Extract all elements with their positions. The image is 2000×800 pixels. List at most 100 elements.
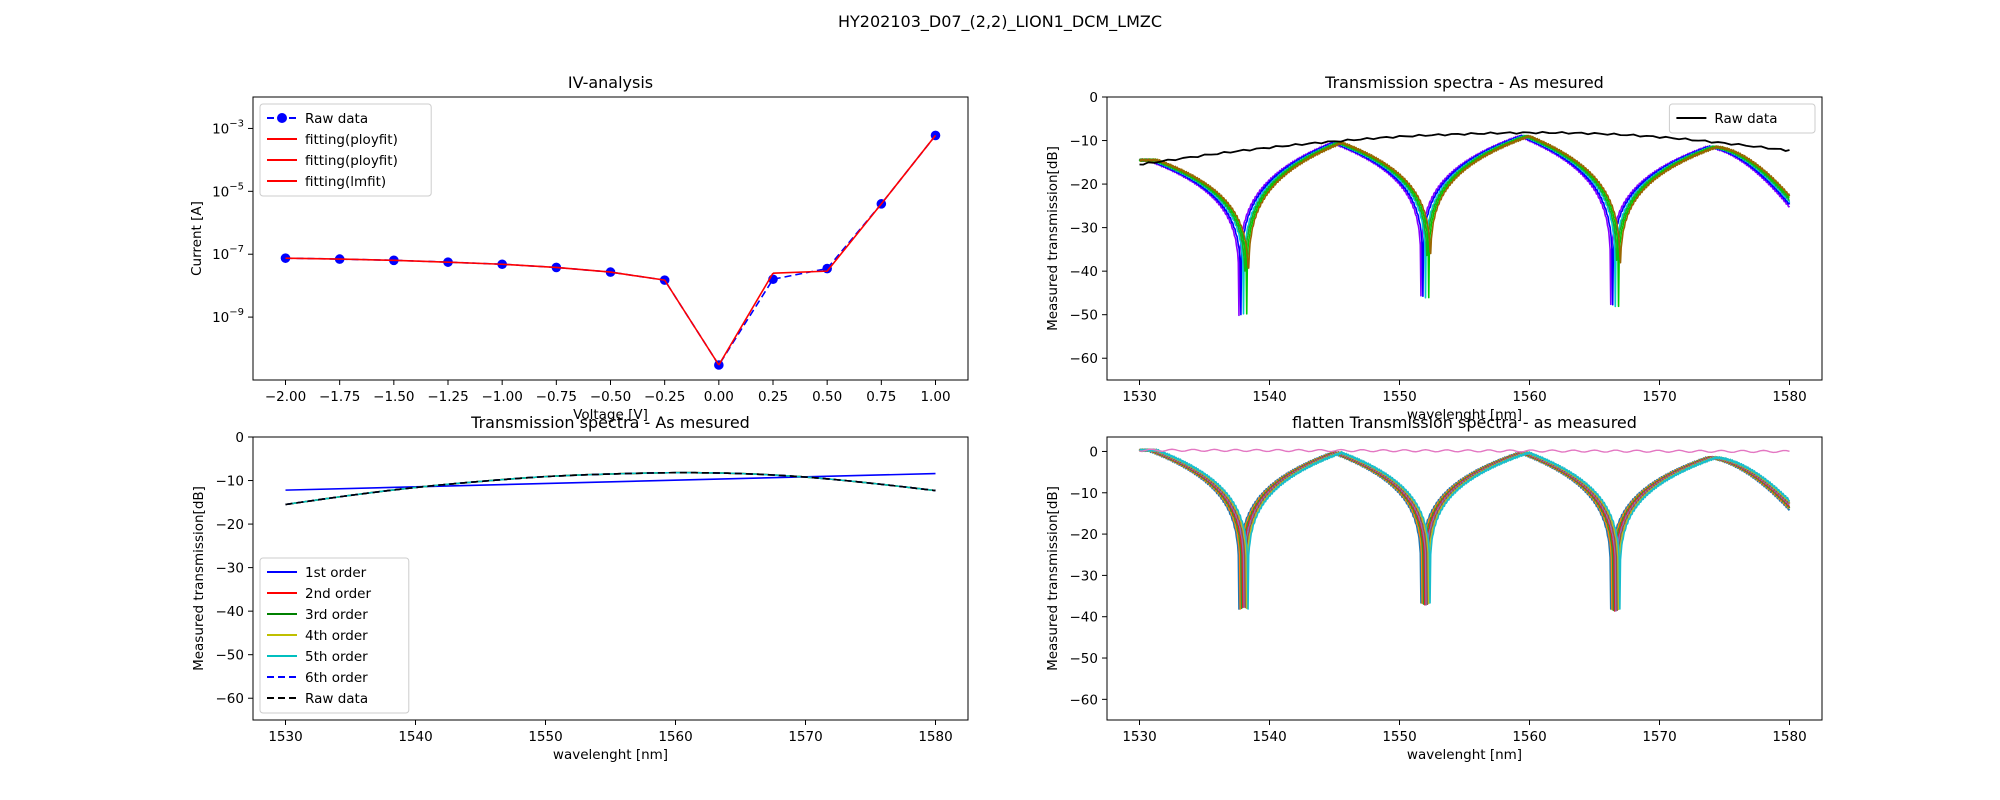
y-axis-label: Measured transmission[dB] xyxy=(1045,486,1061,671)
y-tick-label: 10−5 xyxy=(212,181,244,200)
x-tick-label: 1570 xyxy=(1642,729,1676,745)
figure-suptitle: HY202103_D07_(2,2)_LION1_DCM_LMZC xyxy=(838,12,1162,32)
legend-marker xyxy=(277,113,287,123)
x-tick-label: 1580 xyxy=(1772,729,1806,745)
y-tick-label: −20 xyxy=(1070,177,1099,193)
x-tick-label: 1530 xyxy=(1122,729,1156,745)
flatten-spectra-panel: 1530 1540 1550 1560 1570 1580 0 −10 −20 −30 −40 −50… xyxy=(1045,413,1823,763)
transmission-spectra-panel: 1530 1540 1550 1560 1570 1580 0 −10 −20 −30 −40 −50… xyxy=(1045,73,1823,423)
axes-frame xyxy=(1106,96,1823,381)
legend-box xyxy=(259,103,432,197)
y-tick-label: −60 xyxy=(1070,692,1099,708)
legend-label-2nd-order: 2nd order xyxy=(305,586,371,602)
iv-analysis-panel: −2.00 −1.75 −1.50 −1.25 −1.00 −0.75 −0.50 −0.25… xyxy=(189,73,969,423)
x-tick-label: −1.25 xyxy=(427,389,468,405)
y-axis-label: Measured transmission[dB] xyxy=(1045,146,1061,331)
x-tick-label: 1570 xyxy=(1642,389,1676,405)
y-tick-label: 10−7 xyxy=(212,244,244,263)
x-tick-label: 1550 xyxy=(528,729,562,745)
y-tick-label: −20 xyxy=(216,517,245,533)
x-tick-label: 1.00 xyxy=(920,389,950,405)
fit-line-5th-order xyxy=(285,471,936,506)
fit-line-2nd-order xyxy=(285,471,936,506)
x-tick-label: −0.75 xyxy=(536,389,577,405)
y-tick-label: −50 xyxy=(1070,651,1099,667)
flat-spectrum-trace-2 xyxy=(1138,448,1791,611)
y-tick-label: −40 xyxy=(1070,264,1099,280)
legend: Raw data fitting(ployfit) fitting(ployfit)… xyxy=(259,103,432,197)
y-tick-label: −40 xyxy=(216,604,245,620)
x-tick-label: −0.50 xyxy=(590,389,631,405)
y-axis-label: Measured transmission[dB] xyxy=(191,486,207,671)
chart-title: Transmission spectra - As mesured xyxy=(1324,73,1604,92)
chart-title: flatten Transmission spectra - as measur… xyxy=(1292,413,1637,432)
legend: 1st order 2nd order 3rd order 4th order 5th … xyxy=(259,557,410,714)
y-tick-label: −60 xyxy=(1070,351,1099,367)
x-tick-label: 1560 xyxy=(1512,389,1546,405)
x-tick-label: 1540 xyxy=(398,729,432,745)
x-tick-label: 1540 xyxy=(1252,729,1286,745)
reference-fit-panel: 1530 1540 1550 1560 1570 1580 0 −10 −20 −30 −40 −50… xyxy=(191,413,969,763)
x-tick-label: 0.50 xyxy=(812,389,842,405)
flatten-reference-line xyxy=(1139,448,1790,454)
x-tick-label: −1.50 xyxy=(373,389,414,405)
x-tick-label: 1560 xyxy=(1512,729,1546,745)
y-tick-label: −30 xyxy=(216,561,245,577)
x-axis-label: Voltage [V] xyxy=(573,407,648,423)
y-tick-label: −10 xyxy=(1070,134,1099,150)
chart-title: IV-analysis xyxy=(568,73,653,92)
axes-frame xyxy=(252,436,969,721)
fit-line-raw-data xyxy=(285,471,936,506)
y-tick-label: 0 xyxy=(1089,444,1098,460)
legend-label-raw-data: Raw data xyxy=(1714,111,1777,127)
x-tick-label: −1.00 xyxy=(481,389,522,405)
spectrum-trace-2 xyxy=(1138,134,1791,316)
y-tick-label: −10 xyxy=(216,474,245,490)
y-tick-label: −30 xyxy=(1070,221,1099,237)
y-tick-label: −60 xyxy=(216,691,245,707)
legend-label-fitting-ployfit: fitting(ployfit) xyxy=(305,132,398,148)
y-axis-label: Current [A] xyxy=(189,201,205,276)
x-tick-label: 1540 xyxy=(1252,389,1286,405)
x-tick-label: 1570 xyxy=(788,729,822,745)
y-tick-label: 0 xyxy=(235,430,244,446)
flat-spectrum-trace-8 xyxy=(1138,448,1791,610)
x-axis-label: wavelenght [nm] xyxy=(1407,407,1522,423)
legend-label-raw-data: Raw data xyxy=(305,111,368,127)
x-tick-label: 1580 xyxy=(1772,389,1806,405)
legend-label-fitting-lmfit: fitting(lmfit) xyxy=(305,174,386,190)
x-axis-label: wavelenght [nm] xyxy=(553,747,668,763)
y-tick-label: −10 xyxy=(1070,486,1099,502)
legend-label-5th-order: 5th order xyxy=(305,649,368,665)
series-line-fitting-lmfit-3 xyxy=(772,134,937,274)
axes-frame xyxy=(252,96,969,381)
x-tick-label: 1560 xyxy=(658,729,692,745)
y-tick-label: 10−9 xyxy=(212,307,244,326)
axes-frame xyxy=(1106,436,1823,721)
x-tick-label: 1550 xyxy=(1382,389,1416,405)
legend-label-3rd-order: 3rd order xyxy=(305,607,368,623)
spectrum-trace-5 xyxy=(1138,134,1790,315)
flat-spectrum-trace-3 xyxy=(1138,448,1791,612)
x-tick-label: 1530 xyxy=(268,729,302,745)
legend-label-fitting-ployfit: fitting(ployfit) xyxy=(305,153,398,169)
series-line-fitting-ployfit-2 xyxy=(718,272,774,366)
y-tick-label: −20 xyxy=(1070,527,1099,543)
x-tick-label: 1550 xyxy=(1382,729,1416,745)
fit-line-6th-order xyxy=(285,471,936,506)
x-tick-label: −1.75 xyxy=(319,389,360,405)
x-tick-label: 0.00 xyxy=(704,389,734,405)
fit-line-1st-order xyxy=(285,472,936,491)
x-tick-label: 0.75 xyxy=(866,389,896,405)
legend: Raw data xyxy=(1668,103,1816,134)
x-tick-label: 0.25 xyxy=(758,389,788,405)
fit-line-4th-order xyxy=(285,471,936,506)
fit-line-3rd-order xyxy=(285,471,936,506)
x-tick-label: −0.25 xyxy=(644,389,685,405)
legend-box xyxy=(259,557,410,714)
reference-raw-data-line xyxy=(1139,130,1790,166)
x-axis-label: wavelenght [nm] xyxy=(1407,747,1522,763)
y-tick-label: 0 xyxy=(1089,90,1098,106)
y-tick-label: −40 xyxy=(1070,610,1099,626)
